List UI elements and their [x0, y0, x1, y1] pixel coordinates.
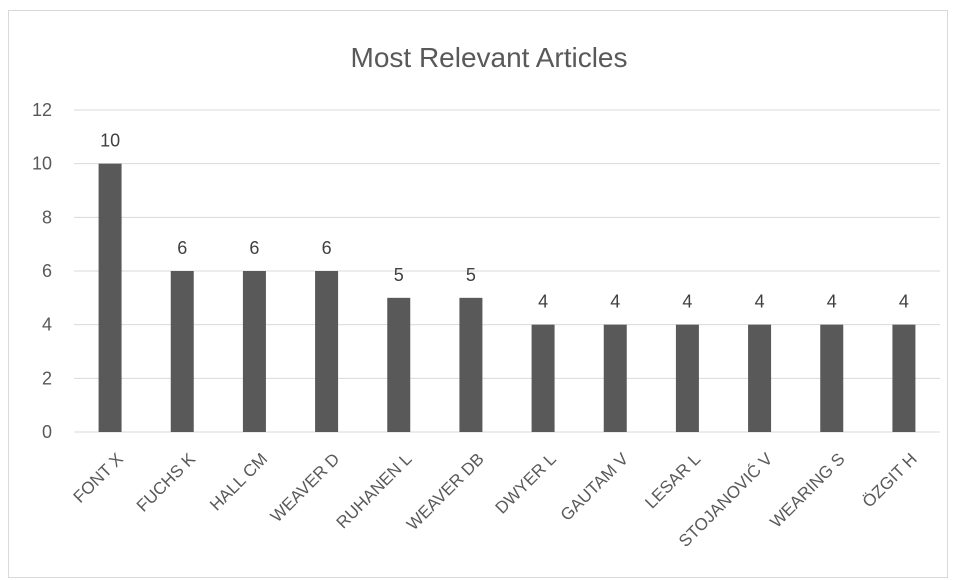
bar [242, 271, 266, 432]
x-tick-label: DWYER L [492, 449, 560, 517]
data-label: 4 [755, 292, 765, 312]
x-tick-label: WEAVER DB [403, 449, 488, 534]
x-tick-label: WEARING S [766, 449, 848, 531]
y-tick-label: 10 [32, 154, 52, 174]
bars [98, 163, 916, 432]
bar [748, 324, 772, 432]
chart-frame [8, 10, 948, 578]
data-label: 4 [538, 292, 548, 312]
x-tick-label: HALL CM [206, 449, 271, 514]
x-tick-label: FONT X [70, 449, 127, 506]
bar [675, 324, 699, 432]
data-label: 5 [394, 265, 404, 285]
bar [892, 324, 916, 432]
data-label: 6 [177, 238, 187, 258]
y-axis-tick-labels: 0 2 4 6 8 10 12 [32, 100, 52, 442]
bar [820, 324, 844, 432]
data-label: 4 [899, 292, 909, 312]
x-tick-label: ÖZGIT H [859, 449, 921, 511]
bar [98, 163, 122, 432]
data-labels: 10 6 6 6 5 5 4 4 4 4 4 4 [100, 131, 909, 312]
y-tick-label: 0 [42, 422, 52, 442]
data-label: 4 [827, 292, 837, 312]
bar [531, 324, 555, 432]
data-label: 10 [100, 131, 120, 151]
y-tick-label: 12 [32, 100, 52, 120]
gridlines [74, 109, 940, 433]
y-tick-label: 4 [42, 315, 52, 335]
bar [170, 271, 194, 432]
y-tick-label: 2 [42, 368, 52, 388]
bar [603, 324, 627, 432]
bar [315, 271, 339, 432]
data-label: 6 [249, 238, 259, 258]
bar [387, 297, 411, 432]
x-tick-label: FUCHS K [133, 449, 200, 516]
data-label: 5 [466, 265, 476, 285]
y-tick-label: 8 [42, 207, 52, 227]
data-label: 4 [682, 292, 692, 312]
x-tick-label: GAUTAM V [557, 449, 633, 525]
bar [459, 297, 483, 432]
chart-title: Most Relevant Articles [351, 42, 628, 73]
x-tick-label: LESAR L [641, 449, 704, 512]
x-tick-label: WEAVER D [267, 449, 344, 526]
data-label: 6 [322, 238, 332, 258]
data-label: 4 [610, 292, 620, 312]
y-tick-label: 6 [42, 261, 52, 281]
